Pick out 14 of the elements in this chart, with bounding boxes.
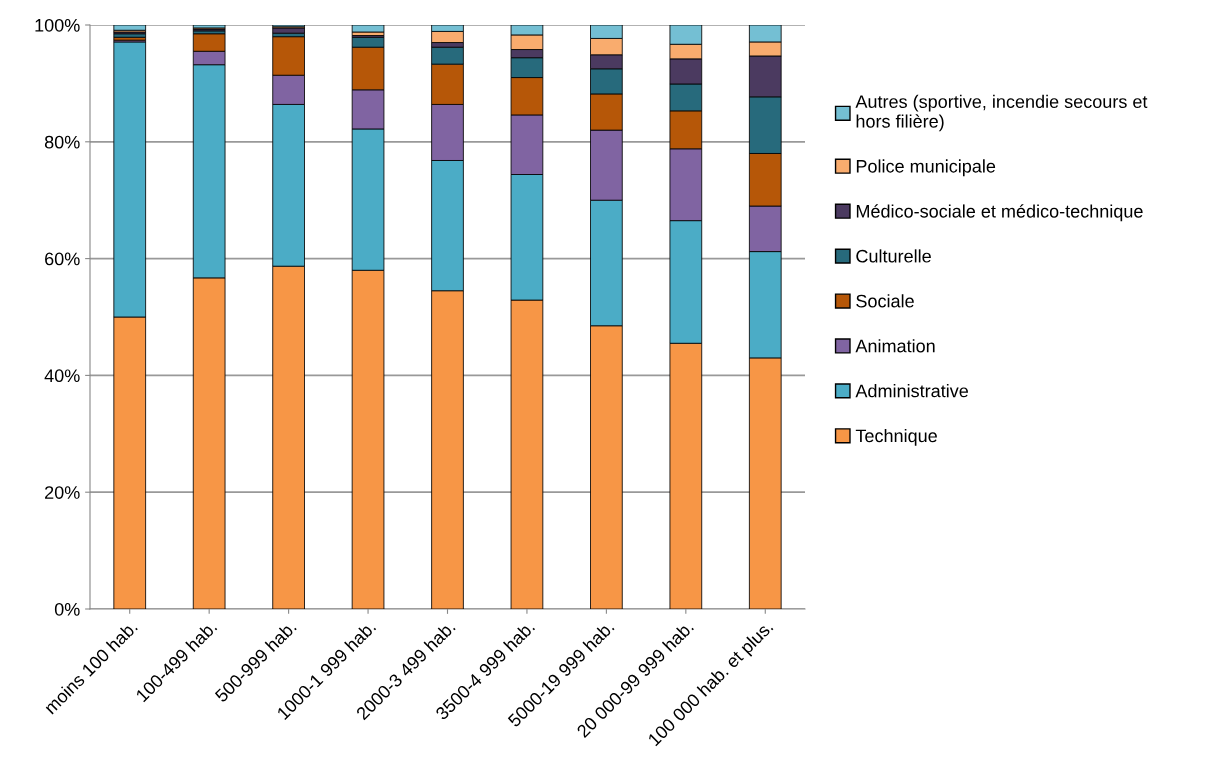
legend-label: Administrative [855, 384, 968, 398]
legend-label: Sociale [856, 294, 914, 308]
y-tick-label: 80% [44, 135, 80, 149]
legend-label: Médico-sociale et médico-technique [856, 204, 1143, 222]
legend-label: Police municipale [856, 159, 996, 177]
y-tick-label: 100% [35, 18, 80, 32]
legend-label: Autres (sportive, incendie secours et hors filière) [855, 94, 1148, 132]
y-tick-label: 0% [54, 602, 80, 616]
y-tick-label: 20% [45, 486, 80, 499]
y-tick-label: 60% [45, 252, 80, 266]
legend-label: Culturelle [856, 249, 931, 263]
legend-label: Technique [855, 428, 937, 446]
y-tick-label: 40% [44, 369, 80, 383]
legend-label: Animation [855, 339, 935, 353]
